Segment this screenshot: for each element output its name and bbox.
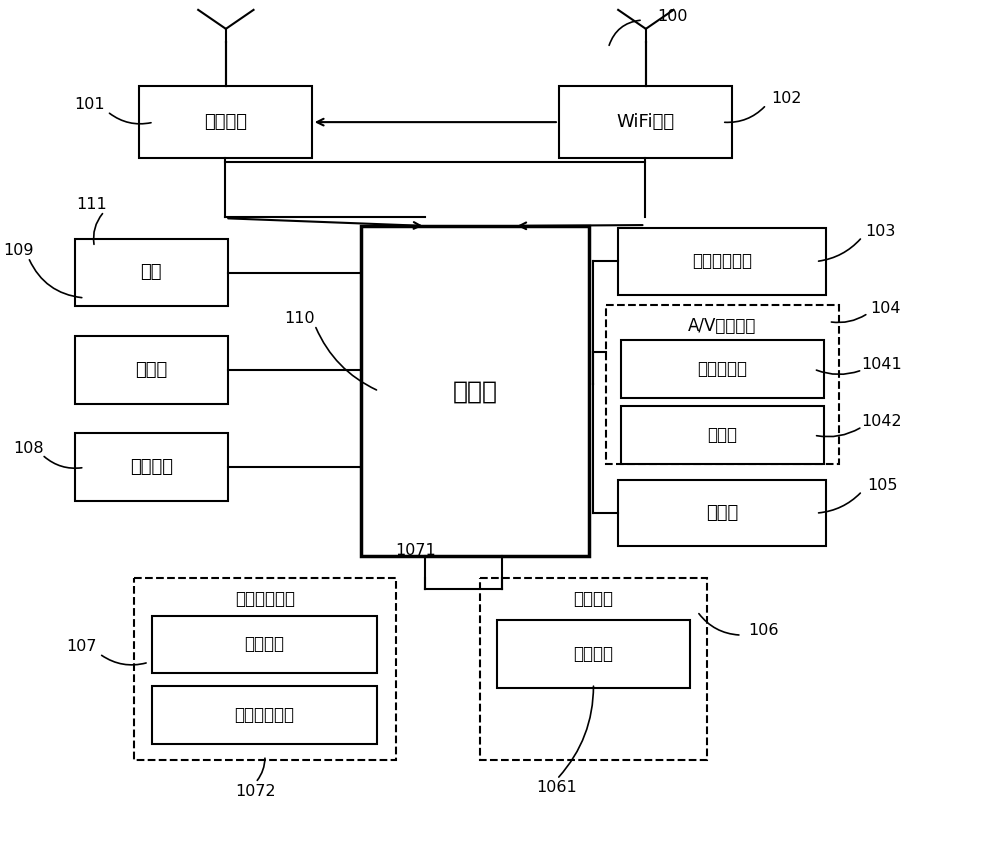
Text: 111: 111	[76, 197, 107, 212]
Text: 接口单元: 接口单元	[130, 458, 173, 476]
Text: 1072: 1072	[235, 784, 276, 798]
Text: 106: 106	[748, 622, 779, 638]
Text: 104: 104	[871, 301, 901, 315]
FancyBboxPatch shape	[139, 86, 312, 158]
Text: 其他输入设备: 其他输入设备	[234, 706, 294, 723]
Text: 存储器: 存储器	[135, 361, 167, 379]
FancyBboxPatch shape	[152, 686, 377, 744]
Text: 110: 110	[285, 311, 315, 326]
FancyBboxPatch shape	[75, 239, 228, 306]
Text: 音频输出单元: 音频输出单元	[692, 252, 752, 270]
Text: 用户输入单元: 用户输入单元	[235, 590, 295, 608]
Text: 电源: 电源	[141, 264, 162, 281]
Text: 108: 108	[13, 441, 44, 456]
Text: 射频单元: 射频单元	[204, 113, 247, 131]
Text: 102: 102	[771, 91, 801, 106]
FancyBboxPatch shape	[152, 615, 377, 673]
FancyBboxPatch shape	[621, 340, 824, 398]
Text: 处理器: 处理器	[452, 379, 497, 403]
Text: 109: 109	[3, 243, 34, 258]
Text: 麦克风: 麦克风	[707, 426, 737, 445]
FancyBboxPatch shape	[618, 480, 826, 547]
Text: 图形处理器: 图形处理器	[697, 360, 747, 378]
Text: 触控面板: 触控面板	[244, 636, 284, 654]
Text: 传感器: 传感器	[706, 504, 738, 522]
Text: 1041: 1041	[862, 357, 902, 372]
FancyBboxPatch shape	[621, 406, 824, 464]
FancyBboxPatch shape	[606, 304, 839, 464]
FancyBboxPatch shape	[75, 336, 228, 404]
FancyBboxPatch shape	[134, 577, 396, 760]
Text: 100: 100	[658, 9, 688, 24]
Text: 103: 103	[865, 224, 895, 240]
Text: A/V输入单元: A/V输入单元	[688, 317, 757, 335]
FancyBboxPatch shape	[497, 620, 690, 688]
Text: 101: 101	[74, 97, 105, 112]
FancyBboxPatch shape	[618, 229, 826, 295]
Text: 107: 107	[66, 639, 97, 655]
Text: 105: 105	[867, 479, 897, 494]
Text: 1071: 1071	[395, 543, 436, 558]
FancyBboxPatch shape	[559, 86, 732, 158]
Text: 显示单元: 显示单元	[573, 590, 613, 608]
Text: 1042: 1042	[862, 414, 902, 429]
FancyBboxPatch shape	[361, 226, 589, 556]
Text: WiFi模块: WiFi模块	[616, 113, 674, 131]
Text: 1061: 1061	[537, 780, 577, 795]
Text: 显示面板: 显示面板	[573, 645, 613, 663]
FancyBboxPatch shape	[480, 577, 707, 760]
FancyBboxPatch shape	[75, 434, 228, 502]
